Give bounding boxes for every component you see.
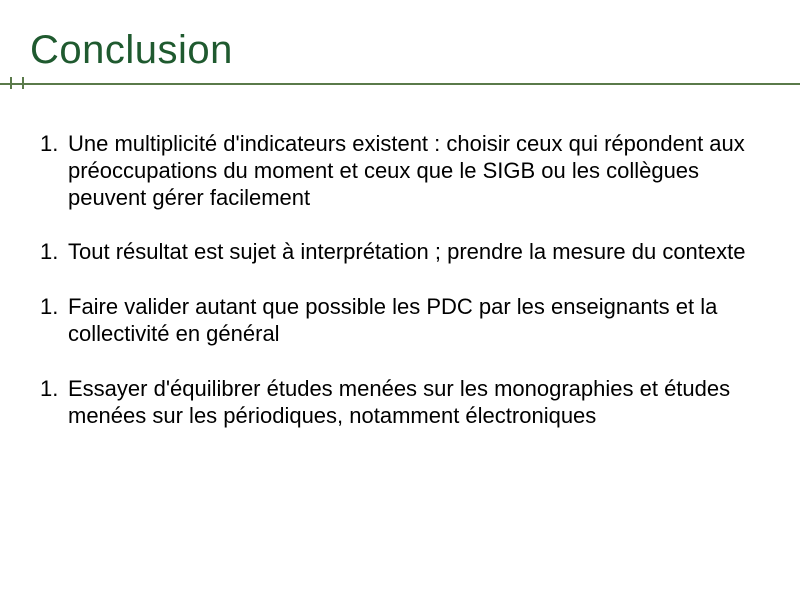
list-item: 1. Faire valider autant que possible les… <box>40 294 770 348</box>
conclusion-list: 1. Une multiplicité d'indicateurs existe… <box>30 131 770 430</box>
item-number: 1. <box>40 376 68 430</box>
item-text: Faire valider autant que possible les PD… <box>68 294 770 348</box>
item-text: Essayer d'équilibrer études menées sur l… <box>68 376 770 430</box>
title-rule <box>30 79 770 91</box>
list-item: 1. Une multiplicité d'indicateurs existe… <box>40 131 770 211</box>
list-item: 1. Tout résultat est sujet à interprétat… <box>40 239 770 266</box>
item-number: 1. <box>40 131 68 211</box>
slide: Conclusion 1. Une multiplicité d'indicat… <box>0 0 800 600</box>
rule-line <box>0 83 800 85</box>
item-text: Une multiplicité d'indicateurs existent … <box>68 131 770 211</box>
slide-title: Conclusion <box>30 28 770 73</box>
item-text: Tout résultat est sujet à interprétation… <box>68 239 770 266</box>
list-item: 1. Essayer d'équilibrer études menées su… <box>40 376 770 430</box>
item-number: 1. <box>40 239 68 266</box>
item-number: 1. <box>40 294 68 348</box>
